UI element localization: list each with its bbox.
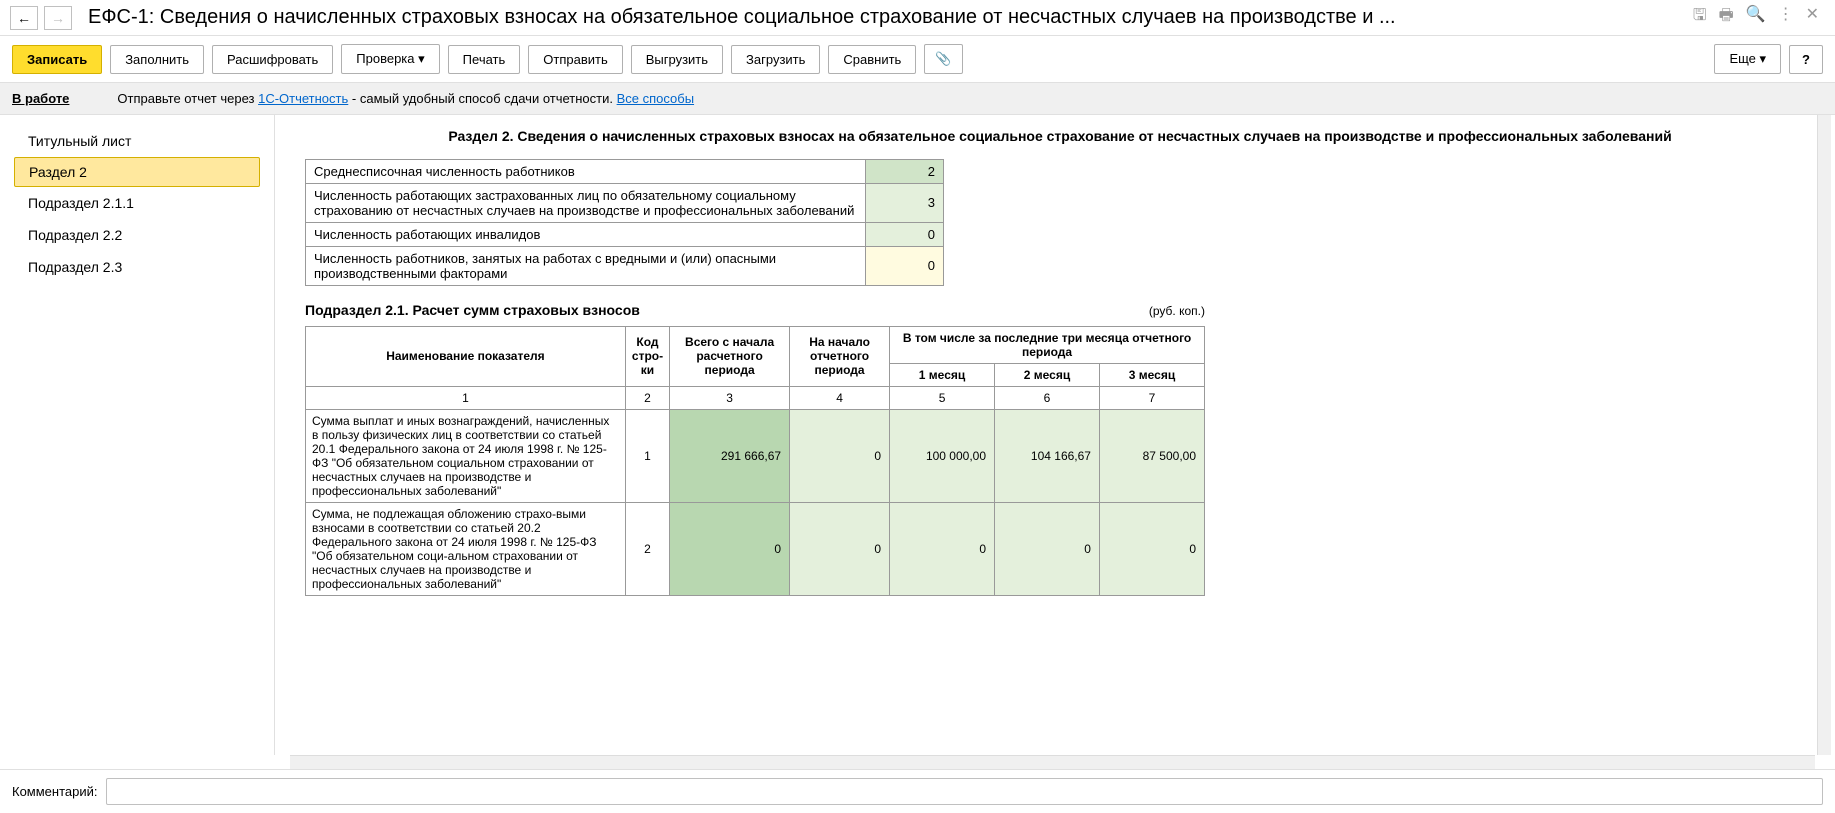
info-bar: В работе Отправьте отчет через 1С-Отчетн… — [0, 82, 1835, 115]
print-button[interactable]: Печать — [448, 45, 521, 74]
info-text: Отправьте отчет через 1С-Отчетность - са… — [117, 91, 694, 106]
send-button[interactable]: Отправить — [528, 45, 622, 74]
row-name: Сумма выплат и иных вознаграждений, начи… — [306, 409, 626, 502]
table-row: Численность работающих инвалидов0 — [306, 222, 944, 246]
help-button[interactable]: ? — [1789, 45, 1823, 74]
calc-table: Наименование показателяКод стро-киВсего … — [305, 326, 1205, 596]
summary-label: Численность работающих инвалидов — [306, 222, 866, 246]
fill-button[interactable]: Заполнить — [110, 45, 204, 74]
sidebar-item-title-page[interactable]: Титульный лист — [0, 125, 274, 157]
subsection-title: Подраздел 2.1. Расчет сумм страховых взн… — [305, 302, 1205, 318]
export-button[interactable]: Выгрузить — [631, 45, 723, 74]
page-title: ЕФС-1: Сведения о начисленных страховых … — [88, 6, 1687, 29]
col-num: 5 — [890, 386, 995, 409]
vertical-scrollbar[interactable] — [1817, 115, 1831, 755]
paperclip-icon: 📎 — [935, 51, 951, 66]
th-total: Всего с начала расчетного периода — [670, 326, 790, 386]
comment-label: Комментарий: — [12, 784, 98, 799]
th-start: На начало отчетного периода — [790, 326, 890, 386]
col-num: 4 — [790, 386, 890, 409]
th-m3: 3 месяц — [1099, 363, 1204, 386]
link-all-methods[interactable]: Все способы — [617, 91, 694, 106]
title-icons: 🖫 🖶 🔍 ⋮ ✕ — [1693, 4, 1825, 31]
table-row: Сумма выплат и иных вознаграждений, начи… — [306, 409, 1205, 502]
row-total[interactable]: 291 666,67 — [670, 409, 790, 502]
import-button[interactable]: Загрузить — [731, 45, 820, 74]
titlebar: ← → ЕФС-1: Сведения о начисленных страхо… — [0, 0, 1835, 36]
summary-value[interactable]: 2 — [866, 159, 944, 183]
sidebar-item-sub23[interactable]: Подраздел 2.3 — [0, 251, 274, 283]
comment-input[interactable] — [106, 778, 1824, 805]
write-button[interactable]: Записать — [12, 45, 102, 74]
col-num: 3 — [670, 386, 790, 409]
row-code: 2 — [625, 502, 669, 595]
row-m1[interactable]: 0 — [890, 502, 995, 595]
row-total[interactable]: 0 — [670, 502, 790, 595]
summary-value[interactable]: 0 — [866, 222, 944, 246]
summary-value[interactable]: 3 — [866, 183, 944, 222]
col-num: 7 — [1099, 386, 1204, 409]
row-start[interactable]: 0 — [790, 502, 890, 595]
row-code: 1 — [625, 409, 669, 502]
th-m1: 1 месяц — [890, 363, 995, 386]
chevron-down-icon: ▾ — [1760, 51, 1767, 66]
summary-label: Среднесписочная численность работников — [306, 159, 866, 183]
forward-button[interactable]: → — [44, 6, 72, 30]
table-row: Численность работников, занятых на работ… — [306, 246, 944, 285]
row-m2[interactable]: 104 166,67 — [995, 409, 1100, 502]
summary-value[interactable]: 0 — [866, 246, 944, 285]
back-button[interactable]: ← — [10, 6, 38, 30]
save-icon[interactable]: 🖫 — [1693, 4, 1707, 31]
sidebar-item-section2[interactable]: Раздел 2 — [14, 157, 260, 187]
summary-label: Численность работников, занятых на работ… — [306, 246, 866, 285]
kebab-icon[interactable]: ⋮ — [1778, 4, 1794, 31]
main-content: Титульный лист Раздел 2 Подраздел 2.1.1 … — [0, 115, 1835, 755]
sidebar-item-sub22[interactable]: Подраздел 2.2 — [0, 219, 274, 251]
th-name: Наименование показателя — [306, 326, 626, 386]
th-m2: 2 месяц — [995, 363, 1100, 386]
content-area: Раздел 2. Сведения о начисленных страхов… — [275, 115, 1835, 755]
horizontal-scrollbar[interactable] — [290, 755, 1815, 769]
summary-table: Среднесписочная численность работников2Ч… — [305, 159, 944, 286]
chevron-down-icon: ▾ — [418, 51, 425, 66]
toolbar: Записать Заполнить Расшифровать Проверка… — [0, 36, 1835, 82]
check-button[interactable]: Проверка ▾ — [341, 44, 439, 74]
table-row: Численность работающих застрахованных ли… — [306, 183, 944, 222]
search-icon[interactable]: 🔍 — [1746, 4, 1766, 31]
th-code: Код стро-ки — [625, 326, 669, 386]
row-name: Сумма, не подлежащая обложению страхо-вы… — [306, 502, 626, 595]
link-1c-reporting[interactable]: 1С-Отчетность — [258, 91, 348, 106]
attach-button[interactable]: 📎 — [924, 44, 962, 74]
th-months: В том числе за последние три месяца отче… — [890, 326, 1205, 363]
row-m3[interactable]: 0 — [1099, 502, 1204, 595]
sidebar: Титульный лист Раздел 2 Подраздел 2.1.1 … — [0, 115, 275, 755]
comment-bar: Комментарий: — [0, 769, 1835, 813]
status-badge[interactable]: В работе — [12, 91, 69, 106]
col-num: 2 — [625, 386, 669, 409]
row-m3[interactable]: 87 500,00 — [1099, 409, 1204, 502]
section-title: Раздел 2. Сведения о начисленных страхов… — [305, 127, 1815, 147]
compare-button[interactable]: Сравнить — [828, 45, 916, 74]
row-m2[interactable]: 0 — [995, 502, 1100, 595]
row-start[interactable]: 0 — [790, 409, 890, 502]
sidebar-item-sub211[interactable]: Подраздел 2.1.1 — [0, 187, 274, 219]
col-num: 1 — [306, 386, 626, 409]
print-icon[interactable]: 🖶 — [1719, 4, 1734, 31]
decode-button[interactable]: Расшифровать — [212, 45, 333, 74]
row-m1[interactable]: 100 000,00 — [890, 409, 995, 502]
col-num: 6 — [995, 386, 1100, 409]
summary-label: Численность работающих застрахованных ли… — [306, 183, 866, 222]
table-row: Среднесписочная численность работников2 — [306, 159, 944, 183]
table-row: Сумма, не подлежащая обложению страхо-вы… — [306, 502, 1205, 595]
more-button[interactable]: Еще ▾ — [1714, 44, 1781, 74]
close-icon[interactable]: ✕ — [1806, 4, 1819, 31]
